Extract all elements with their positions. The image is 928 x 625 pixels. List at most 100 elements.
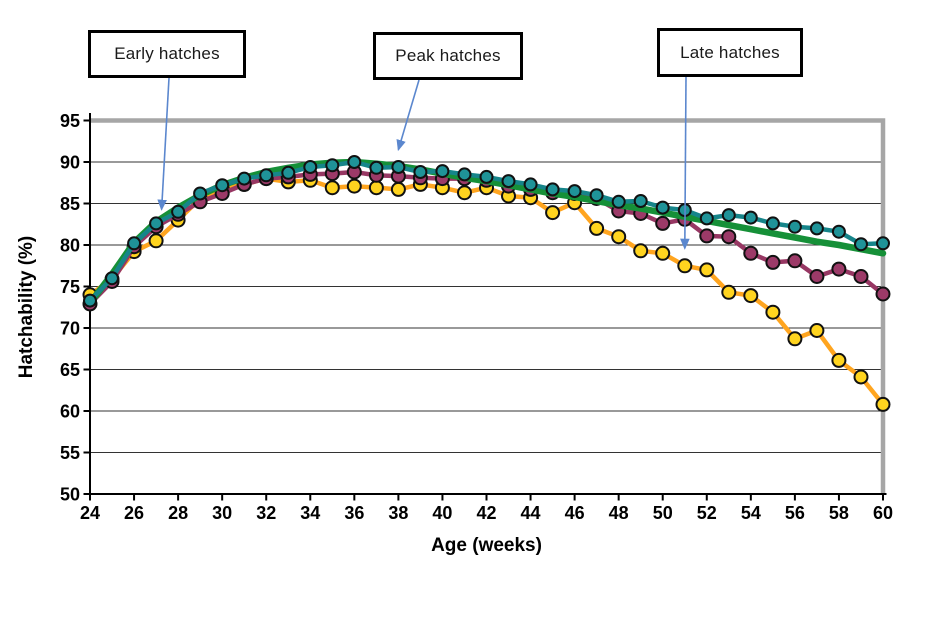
annotation-arrow-1 [396, 79, 420, 152]
teal-circle-series-marker [721, 208, 736, 223]
plum-circle-series-marker [655, 215, 671, 231]
teal-circle-series-marker [413, 165, 428, 179]
gold-circle-series-marker [677, 258, 693, 274]
gold-circle-series-marker [787, 331, 803, 347]
gold-circle-series-marker [633, 243, 649, 259]
plum-circle-series-marker [721, 229, 737, 245]
teal-circle-series-marker [501, 174, 516, 189]
teal-circle-series-marker [435, 164, 450, 179]
teal-circle-series-marker [237, 171, 252, 186]
teal-circle-series-marker [633, 194, 648, 208]
teal-circle-series-marker [193, 186, 208, 201]
teal-circle-series-marker [105, 271, 119, 286]
plum-circle-series-marker [809, 269, 825, 284]
gold-circle-series-marker [368, 180, 384, 196]
gold-circle-series-marker [390, 181, 406, 197]
teal-circle-series-marker [479, 169, 494, 184]
gold-circle-series-line [87, 176, 886, 407]
series-teal-circle-series [83, 155, 890, 308]
x-tick-label: 24 [80, 503, 100, 523]
teal-circle-series-marker [787, 219, 802, 234]
x-tick-label: 50 [653, 503, 673, 523]
x-tick-label: 38 [388, 503, 408, 523]
gold-circle-series-marker [346, 178, 362, 194]
plum-circle-series-marker [853, 269, 869, 284]
gold-circle-series-marker [457, 185, 472, 201]
y-tick-label: 60 [60, 402, 80, 422]
teal-circle-series-marker [215, 178, 230, 193]
gold-circle-series-marker [765, 304, 781, 320]
teal-circle-series-marker [523, 177, 538, 192]
teal-circle-series-marker [127, 236, 142, 251]
teal-circle-series-marker [303, 160, 318, 174]
teal-circle-series-marker [699, 211, 714, 226]
series-plum-circle-series [82, 164, 891, 312]
gold-circle-series-marker [743, 288, 759, 304]
x-tick-label: 32 [256, 503, 276, 523]
gold-circle-series-marker [809, 323, 825, 338]
x-tick-label: 44 [521, 503, 541, 523]
teal-circle-series-marker [149, 216, 164, 231]
teal-circle-series-marker [347, 155, 362, 169]
x-tick-label: 46 [565, 503, 585, 523]
gold-circle-series-marker [875, 396, 891, 412]
gold-circle-series-marker [611, 229, 627, 245]
x-tick-label: 56 [785, 503, 805, 523]
plum-circle-series-marker [699, 228, 715, 244]
teal-circle-series-marker [171, 204, 186, 219]
gold-circle-series-marker [699, 262, 715, 278]
gold-circle-series-marker [324, 180, 340, 196]
y-tick-label: 65 [60, 360, 80, 380]
teal-circle-series-marker [854, 237, 868, 252]
teal-circle-series-marker [259, 168, 274, 183]
teal-circle-series-marker [83, 293, 97, 308]
teal-circle-series-marker [325, 158, 340, 173]
x-tick-label: 54 [741, 503, 761, 523]
axes: 50 55 60 65 70 75 80 85 90 95 24 26 28 30 32 34 36 38 40 42… [60, 111, 893, 523]
gold-circle-series-marker [148, 233, 164, 249]
teal-circle-series-marker [589, 188, 604, 203]
x-tick-label: 26 [124, 503, 144, 523]
x-tick-label: 34 [300, 503, 320, 523]
teal-circle-series-marker [611, 194, 626, 209]
y-tick-label: 85 [60, 194, 80, 214]
teal-circle-series-marker [655, 200, 670, 215]
teal-circle-series-marker [567, 184, 582, 199]
teal-circle-series-marker [281, 165, 296, 180]
y-tick-label: 80 [60, 236, 80, 256]
y-tick-label: 50 [60, 485, 80, 505]
teal-circle-series-marker [876, 236, 890, 251]
callout-peak-hatches: Peak hatches [373, 32, 523, 80]
teal-circle-series-marker [831, 224, 846, 239]
x-tick-label: 36 [344, 503, 364, 523]
callout-peak-hatches-label: Peak hatches [395, 46, 501, 65]
gold-circle-series-marker [721, 284, 737, 300]
teal-circle-series-marker [545, 182, 560, 197]
x-tick-label: 42 [476, 503, 496, 523]
y-tick-label: 55 [60, 443, 80, 463]
teal-circle-series-marker [391, 160, 406, 174]
gold-circle-series-marker [589, 220, 605, 236]
teal-circle-series-marker [809, 221, 824, 236]
y-tick-label: 75 [60, 277, 80, 297]
y-axis-title: Hatchability (%) [16, 235, 37, 379]
teal-circle-series-marker [765, 216, 780, 231]
plum-circle-series-marker [743, 245, 759, 261]
plot-area-border [90, 118, 886, 494]
y-tick-label: 90 [60, 153, 80, 173]
gold-circle-series-marker [655, 245, 671, 261]
x-tick-label: 30 [212, 503, 232, 523]
x-tick-label: 52 [697, 503, 717, 523]
gold-circle-series-marker [545, 205, 561, 221]
x-tick-label: 60 [873, 503, 893, 523]
teal-circle-series-marker [457, 167, 472, 182]
callout-early-hatches-label: Early hatches [114, 44, 220, 63]
teal-circle-series-marker [369, 160, 384, 175]
x-tick-label: 40 [432, 503, 452, 523]
x-tick-label: 48 [609, 503, 629, 523]
plum-circle-series-marker [787, 253, 803, 269]
callout-early-hatches: Early hatches [88, 30, 246, 78]
callout-late-hatches: Late hatches [657, 28, 803, 77]
